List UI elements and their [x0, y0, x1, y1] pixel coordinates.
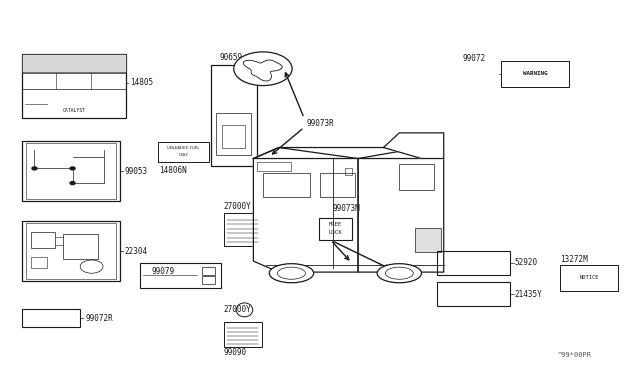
- Bar: [346, 169, 352, 175]
- Bar: [211, 65, 257, 166]
- Bar: [257, 162, 291, 171]
- Bar: [140, 263, 221, 288]
- Text: 14805: 14805: [130, 78, 153, 87]
- Bar: [158, 142, 209, 162]
- Ellipse shape: [269, 264, 314, 283]
- Text: 99073M: 99073M: [333, 204, 360, 213]
- Bar: [22, 310, 80, 327]
- Bar: [399, 164, 434, 190]
- Bar: [437, 251, 510, 275]
- Bar: [31, 232, 56, 248]
- Bar: [63, 234, 98, 259]
- Text: 21435Y: 21435Y: [515, 289, 543, 299]
- Circle shape: [70, 167, 75, 170]
- Text: NOTICE: NOTICE: [579, 276, 599, 280]
- Bar: [415, 228, 440, 252]
- Text: 99079: 99079: [152, 267, 175, 276]
- Bar: [202, 267, 216, 275]
- Bar: [319, 218, 353, 240]
- Circle shape: [70, 182, 75, 185]
- Circle shape: [32, 167, 37, 170]
- Bar: [263, 173, 310, 197]
- Text: 99073R: 99073R: [306, 119, 334, 128]
- Text: 99090: 99090: [223, 348, 246, 357]
- Text: 14806N: 14806N: [159, 166, 188, 175]
- Bar: [223, 213, 262, 246]
- Text: 13272M: 13272M: [560, 255, 588, 264]
- Text: 99072: 99072: [463, 54, 486, 63]
- Polygon shape: [358, 148, 444, 272]
- Text: UNLEADED FUEL: UNLEADED FUEL: [167, 146, 200, 150]
- Bar: [26, 223, 116, 279]
- Bar: [202, 276, 216, 284]
- Text: CATALYST: CATALYST: [63, 108, 86, 113]
- Bar: [22, 54, 127, 118]
- Text: FREE: FREE: [329, 222, 342, 227]
- Text: 52920: 52920: [515, 259, 538, 267]
- Polygon shape: [253, 148, 358, 272]
- Polygon shape: [253, 148, 444, 158]
- Bar: [22, 141, 120, 201]
- Text: 99053: 99053: [125, 167, 148, 176]
- Bar: [222, 125, 245, 148]
- Bar: [560, 265, 618, 291]
- Text: 22304: 22304: [125, 247, 148, 256]
- Text: 90659: 90659: [220, 52, 243, 61]
- Bar: [26, 144, 116, 199]
- Text: LOCK: LOCK: [329, 231, 342, 235]
- Bar: [22, 221, 120, 281]
- Text: 27000Y: 27000Y: [223, 305, 252, 314]
- Text: 99072R: 99072R: [85, 314, 113, 323]
- Text: ^99*00PR: ^99*00PR: [558, 352, 592, 358]
- Text: 27000Y: 27000Y: [223, 202, 252, 211]
- Bar: [437, 282, 510, 306]
- Ellipse shape: [377, 264, 422, 283]
- Circle shape: [234, 52, 292, 86]
- Bar: [216, 112, 252, 155]
- Bar: [223, 321, 262, 346]
- Text: ONLY: ONLY: [179, 153, 189, 157]
- Text: WARNING: WARNING: [523, 71, 547, 76]
- Bar: [320, 173, 355, 197]
- Polygon shape: [383, 133, 444, 158]
- Bar: [501, 61, 570, 87]
- Bar: [22, 54, 127, 72]
- Bar: [31, 257, 47, 269]
